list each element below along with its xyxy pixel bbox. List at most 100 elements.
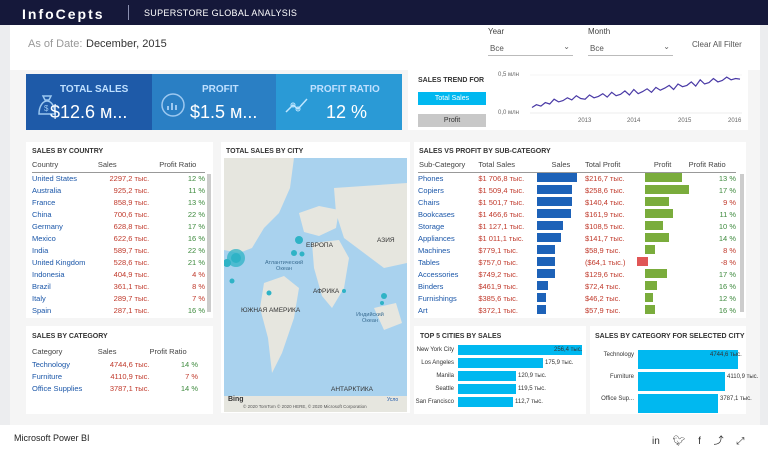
table-row[interactable]: Tables $757,0 тыс. ($64,1 тыс.) -8 % [418, 256, 736, 268]
facebook-icon[interactable]: f [698, 436, 701, 447]
clear-all-filter-button[interactable]: Clear All Filter [692, 40, 742, 49]
table-row[interactable]: Machines $779,1 тыс. $58,9 тыс. 8 % [418, 244, 736, 256]
column-header[interactable]: Profit [636, 158, 689, 173]
category-selected-city-bar-chart[interactable]: Technology 4744,6 тыс. Furniture 4110,9 тыс… [590, 344, 758, 414]
category-sales: 4110,9 тыс. [110, 371, 150, 381]
bar[interactable] [458, 371, 516, 381]
subcategory-profit-ratio: 11 % [719, 209, 736, 219]
sales-bar [536, 304, 546, 314]
bar[interactable] [458, 358, 543, 368]
subcategory-total-profit: $258,6 тыс. [584, 185, 625, 195]
subcategory-total-profit: $161,9 тыс. [584, 209, 625, 219]
column-header[interactable]: Total Sales [478, 158, 537, 173]
year-dropdown[interactable]: Все ⌄ [488, 41, 573, 56]
sales-bar [536, 184, 572, 194]
column-header[interactable]: Sub-Category [418, 158, 479, 173]
bar[interactable] [638, 394, 718, 413]
column-header[interactable]: Sales [97, 158, 160, 173]
table-row[interactable]: China 700,6 тыс. 22 % [32, 208, 205, 220]
column-header[interactable]: Category [32, 346, 63, 356]
profit-toggle[interactable]: Profit [418, 114, 486, 127]
month-dropdown[interactable]: Все ⌄ [588, 41, 673, 56]
bar[interactable] [638, 350, 738, 369]
share-icon[interactable]: ⤴ [713, 436, 724, 447]
map-terms-link[interactable]: Усло [387, 397, 399, 403]
table-row[interactable]: Bookcases $1 466,6 тыс. $161,9 тыс. 11 % [418, 208, 736, 220]
top-cities-bar-chart[interactable]: New York City 256,4 тыс. Los Angeles 175,9 … [414, 344, 586, 414]
column-header[interactable]: Sales [536, 158, 585, 173]
table-row[interactable]: Italy 289,7 тыс. 7 % [32, 292, 205, 304]
table-row[interactable]: Furnishings $385,6 тыс. $46,2 тыс. 12 % [418, 292, 736, 304]
table-row[interactable]: Australia 925,2 тыс. 11 % [32, 184, 205, 196]
sales-bar [536, 172, 577, 182]
table-row[interactable]: United States 2297,2 тыс. 12 % [32, 172, 205, 184]
trend-line-icon [285, 98, 308, 113]
table-row[interactable]: Chairs $1 501,7 тыс. $140,4 тыс. 9 % [418, 196, 736, 208]
table-row[interactable]: Germany 628,8 тыс. 17 % [32, 220, 205, 232]
bar[interactable] [458, 397, 513, 407]
table-row[interactable]: Accessories $749,2 тыс. $129,6 тыс. 17 % [418, 268, 736, 280]
kpi-ratio-label: PROFIT RATIO [310, 84, 380, 95]
map-label-antarctica: АНТАРКТИКА [331, 386, 374, 393]
table-row[interactable]: Brazil 361,1 тыс. 8 % [32, 280, 205, 292]
table-row[interactable]: Furniture 4110,9 тыс. 7 % [32, 370, 198, 382]
linkedin-icon[interactable]: in [652, 436, 660, 447]
table-row[interactable]: Technology 4744,6 тыс. 14 % [32, 358, 198, 370]
bar[interactable] [458, 384, 516, 394]
country-profit-ratio: 16 % [187, 305, 205, 315]
bar[interactable] [458, 345, 582, 355]
subcategory-name: Accessories [418, 269, 459, 279]
category-selected-city-title: SALES BY CATEGORY FOR SELECTED CITY [595, 333, 745, 340]
kpi-profit-ratio[interactable]: PROFIT RATIO 12 % [276, 74, 402, 130]
table-row[interactable]: France 858,9 тыс. 13 % [32, 196, 205, 208]
table-row[interactable]: Phones $1 706,8 тыс. $216,7 тыс. 13 % [418, 172, 736, 184]
column-header[interactable]: Sales [97, 346, 117, 356]
table-row[interactable]: Indonesia 404,9 тыс. 4 % [32, 268, 205, 280]
column-header[interactable]: Profit Ratio [149, 346, 187, 356]
world-map[interactable] [224, 158, 407, 412]
category-label: New York City [416, 347, 454, 353]
sales-trend-title: SALES TREND FOR [418, 77, 485, 84]
table-row[interactable]: Spain 287,1 тыс. 16 % [32, 304, 205, 316]
sales-by-category-table: Category Sales Profit Ratio Technology 4… [32, 344, 198, 394]
country-sales: 287,1 тыс. [113, 305, 150, 315]
kpi-profit[interactable]: PROFIT $1.5 м... [152, 74, 276, 130]
year-filter-label: Year [488, 27, 505, 36]
country-profit-ratio: 12 % [187, 173, 205, 183]
fullscreen-icon[interactable]: ⤢ [736, 436, 745, 447]
header-divider [128, 5, 129, 20]
table-row[interactable]: Office Supplies 3787,1 тыс. 14 % [32, 382, 198, 394]
kpi-total-sales[interactable]: $ TOTAL SALES $12.6 м... [26, 74, 152, 130]
table-row[interactable]: Storage $1 127,1 тыс. $108,5 тыс. 10 % [418, 220, 736, 232]
table-row[interactable]: Art $372,1 тыс. $57,9 тыс. 16 % [418, 304, 736, 316]
table-row[interactable]: Binders $461,9 тыс. $72,4 тыс. 16 % [418, 280, 736, 292]
total-sales-toggle[interactable]: Total Sales [418, 92, 486, 105]
twitter-icon[interactable]: 🐦︎ [672, 436, 686, 447]
as-of-value: December, 2015 [86, 38, 167, 50]
footer-bar [0, 425, 768, 450]
data-label: 256,4 тыс. [554, 347, 583, 353]
column-header[interactable]: Profit Ratio [159, 158, 205, 173]
table-row[interactable]: India 589,7 тыс. 22 % [32, 244, 205, 256]
table-row[interactable]: Copiers $1 509,4 тыс. $258,6 тыс. 17 % [418, 184, 736, 196]
kpi-sales-label: TOTAL SALES [60, 84, 129, 95]
table-row[interactable]: Appliances $1 011,1 тыс. $141,7 тыс. 14 … [418, 232, 736, 244]
subcategory-total-profit: $140,4 тыс. [584, 197, 625, 207]
vertical-scrollbar[interactable] [740, 174, 744, 312]
bar[interactable] [638, 372, 725, 391]
country-profit-ratio: 17 % [187, 221, 205, 231]
country-sales: 361,1 тыс. [113, 281, 150, 291]
vertical-scrollbar[interactable] [207, 174, 211, 312]
column-header[interactable]: Profit Ratio [688, 158, 736, 173]
sales-trend-line[interactable] [531, 76, 741, 109]
table-row[interactable]: United Kingdom 528,6 тыс. 21 % [32, 256, 205, 268]
column-header[interactable]: Country [32, 158, 98, 173]
x-tick-label: 2016 [728, 118, 742, 124]
table-row[interactable]: Mexico 622,6 тыс. 16 % [32, 232, 205, 244]
map-label-indian-ocean: Индийский Океан [356, 312, 384, 324]
sales-trend-line-chart[interactable] [530, 70, 742, 116]
data-label: 3787,1 тыс. [720, 396, 752, 402]
subcategory-total-sales: $749,2 тыс. [478, 269, 519, 279]
column-header[interactable]: Total Profit [584, 158, 637, 173]
subcategory-total-sales: $461,9 тыс. [478, 281, 519, 291]
